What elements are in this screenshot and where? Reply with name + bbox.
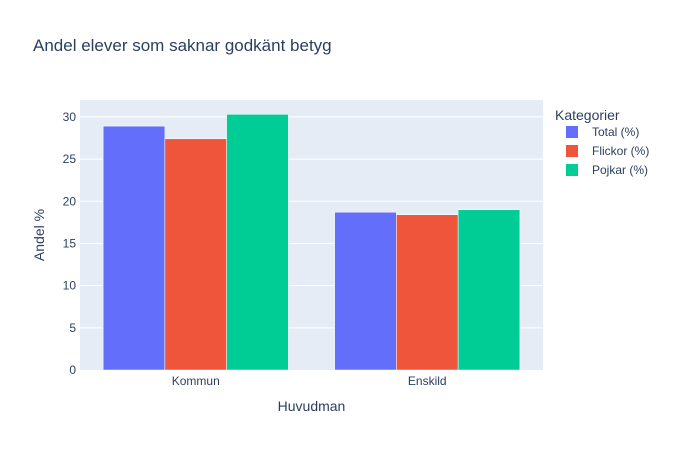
y-tick-label: 30 xyxy=(63,110,77,124)
legend-label-flickor: Flickor (%) xyxy=(592,144,649,158)
chart-title: Andel elever som saknar godkänt betyg xyxy=(33,36,332,55)
legend-label-pojkar: Pojkar (%) xyxy=(592,163,648,177)
legend-title: Kategorier xyxy=(555,107,620,123)
legend-swatch-pojkar xyxy=(566,164,578,176)
y-tick-label: 0 xyxy=(69,363,76,377)
legend-items: Total (%) Flickor (%) Pojkar (%) xyxy=(566,125,649,177)
bar-kommun-flickor xyxy=(164,138,227,371)
bar-kommun-pojkar xyxy=(226,114,289,371)
bars xyxy=(102,114,521,371)
bar-kommun-total xyxy=(102,125,166,371)
y-axis-title: Andel % xyxy=(31,209,47,261)
bar-enskild-flickor xyxy=(396,214,459,371)
x-tick-label: Kommun xyxy=(172,374,220,388)
y-tick-label: 5 xyxy=(69,321,76,335)
y-tick-label: 15 xyxy=(63,236,77,250)
y-tick-label: 20 xyxy=(63,194,77,208)
y-tick-label: 25 xyxy=(63,152,77,166)
bar-enskild-pojkar xyxy=(457,209,521,371)
x-axis-ticks: Kommun Enskild xyxy=(172,374,447,388)
x-tick-label: Enskild xyxy=(408,374,447,388)
legend-swatch-total xyxy=(566,126,578,138)
y-axis-ticks: 0 5 10 15 20 25 30 xyxy=(63,110,77,377)
bar-enskild-total xyxy=(334,211,397,371)
y-tick-label: 10 xyxy=(63,279,77,293)
x-axis-title: Huvudman xyxy=(278,398,346,414)
legend-swatch-flickor xyxy=(566,145,578,157)
legend: Kategorier Total (%) Flickor (%) Pojkar (%… xyxy=(555,107,649,177)
legend-label-total: Total (%) xyxy=(592,125,639,139)
